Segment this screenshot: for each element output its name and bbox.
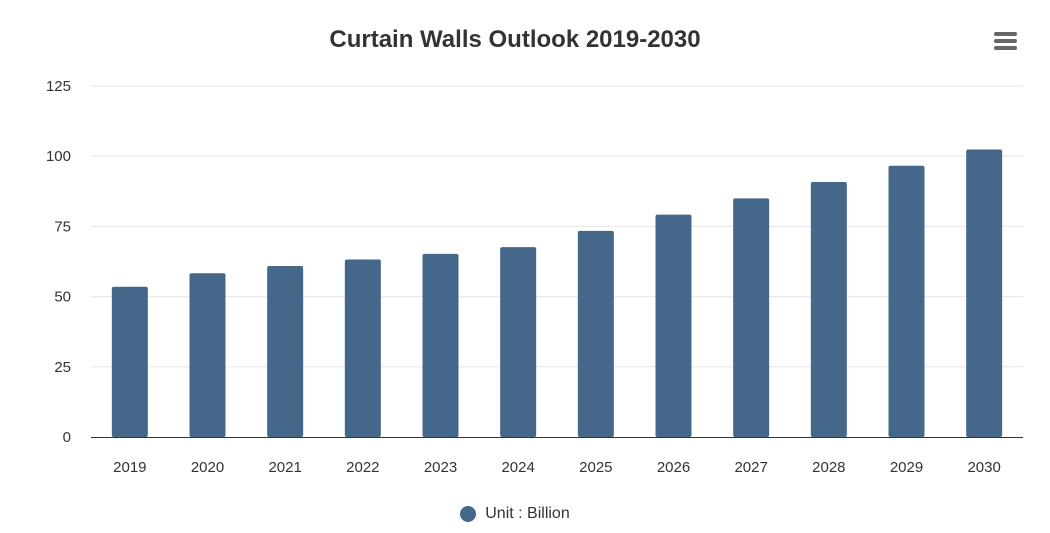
y-tick-label: 50	[54, 289, 71, 306]
bar-2021[interactable]	[267, 265, 304, 437]
legend-item[interactable]: Unit : Billion	[460, 505, 570, 523]
x-tick-label: 2022	[346, 459, 379, 476]
y-tick-label: 25	[54, 359, 71, 376]
y-axis-ticks: 0 25 50 75 100 125	[46, 78, 71, 446]
y-tick-label: 75	[54, 218, 71, 235]
menu-icon[interactable]	[990, 32, 1020, 56]
bar-2023[interactable]	[422, 253, 459, 437]
x-tick-label: 2024	[501, 459, 534, 476]
chart-title: Curtain Walls Outlook 2019-2030	[329, 26, 701, 53]
x-tick-label: 2019	[113, 459, 146, 476]
bar-2024[interactable]	[500, 247, 537, 437]
x-tick-label: 2030	[967, 459, 1000, 476]
menu-icon-bar	[993, 46, 1017, 50]
bar-2027[interactable]	[733, 198, 770, 437]
x-tick-label: 2021	[268, 459, 301, 476]
bar-2030[interactable]	[966, 149, 1003, 437]
x-tick-label: 2028	[812, 459, 845, 476]
menu-icon-bar	[993, 32, 1017, 36]
menu-icon-bar	[993, 39, 1017, 43]
x-axis-ticks: 2019 2020 2021 2022 2023 2024 2025 2026 2027 2028…	[113, 459, 1001, 476]
bar-2020[interactable]	[189, 273, 226, 437]
y-tick-label: 100	[46, 148, 71, 165]
x-tick-label: 2023	[424, 459, 457, 476]
bar-2025[interactable]	[577, 230, 614, 437]
bar-2026[interactable]	[655, 214, 692, 437]
legend: Unit : Billion	[0, 505, 1030, 527]
legend-marker-icon	[460, 506, 477, 522]
x-tick-label: 2025	[579, 459, 612, 476]
x-tick-label: 2029	[890, 459, 923, 476]
bar-2029[interactable]	[888, 165, 925, 437]
y-tick-label: 0	[63, 429, 71, 446]
y-tick-label: 125	[46, 78, 71, 95]
x-tick-label: 2027	[734, 459, 767, 476]
bar-series	[111, 149, 1003, 437]
x-tick-label: 2020	[191, 459, 224, 476]
grid-lines	[91, 85, 1023, 368]
bar-2028[interactable]	[810, 182, 847, 437]
bar-2019[interactable]	[111, 286, 148, 437]
bar-2022[interactable]	[344, 259, 381, 437]
legend-label: Unit : Billion	[485, 505, 570, 522]
x-tick-label: 2026	[657, 459, 690, 476]
